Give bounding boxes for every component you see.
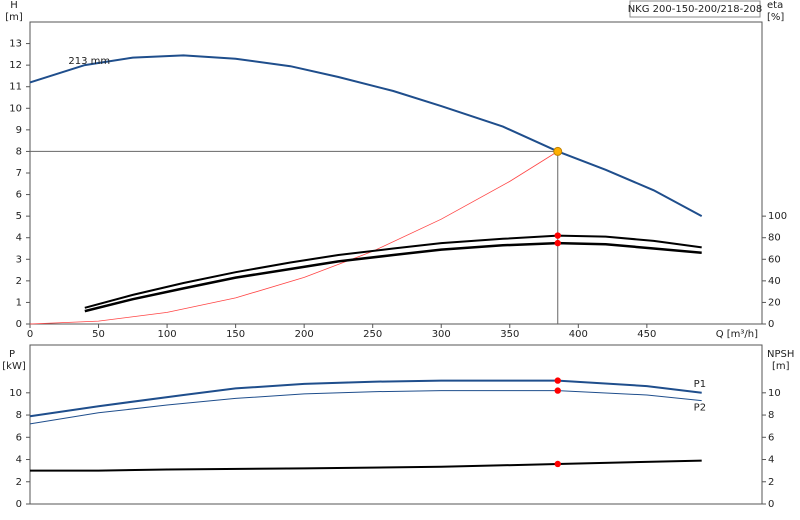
y2-tick-label: 40 <box>768 276 781 287</box>
curve <box>30 459 702 472</box>
y-tick-label: 13 <box>9 39 22 50</box>
y-tick-label: 4 <box>16 455 22 466</box>
y2-tick-label: 0 <box>768 499 774 510</box>
annotation: 213 mm <box>68 56 110 67</box>
title-box <box>629 0 761 18</box>
y-unit: [m] <box>5 12 23 23</box>
y-tick-label: 0 <box>16 499 22 510</box>
y2-label: NPSH <box>767 349 794 360</box>
plot-frame <box>29 344 763 505</box>
x-label: Q [m³/h] <box>716 329 758 340</box>
y-tick-label: 2 <box>16 477 22 488</box>
y-tick-label: 6 <box>16 190 22 201</box>
x-tick-label: 250 <box>363 329 382 340</box>
plot-frame <box>29 21 763 325</box>
y2-unit: [m] <box>772 361 790 372</box>
marker <box>554 377 561 384</box>
curve <box>29 390 702 425</box>
y-tick-label: 0 <box>16 319 22 330</box>
x-tick-label: 450 <box>637 329 656 340</box>
y-tick-label: 1 <box>16 297 22 308</box>
y-tick-label: 7 <box>16 168 22 179</box>
y2-tick-label: 4 <box>768 455 774 466</box>
curve <box>84 234 702 309</box>
y-label: H <box>10 0 18 11</box>
y2-tick-label: 0 <box>768 319 774 330</box>
marker <box>554 460 561 468</box>
x-tick-label: 50 <box>92 329 105 340</box>
chart-title: NKG 200-150-200/218-208 <box>628 4 763 15</box>
y-unit: [kW] <box>2 361 26 372</box>
y2-tick-label: 20 <box>768 297 781 308</box>
x-tick-label: 100 <box>158 329 177 340</box>
y2-tick-label: 60 <box>768 254 781 265</box>
y-tick-label: 9 <box>16 125 22 136</box>
y2-tick-label: 80 <box>768 233 781 244</box>
y2-unit: [%] <box>767 12 784 23</box>
curve <box>84 241 702 313</box>
marker <box>554 232 561 239</box>
y-tick-label: 10 <box>9 103 22 114</box>
y-tick-label: 11 <box>9 82 22 93</box>
x-tick-label: 0 <box>27 329 33 340</box>
y-tick-label: 4 <box>16 233 22 244</box>
y-tick-label: 6 <box>16 432 22 443</box>
y-tick-label: 2 <box>16 276 22 287</box>
curve <box>29 54 703 217</box>
y-tick-label: 5 <box>16 211 22 222</box>
curve <box>29 379 702 418</box>
x-tick-label: 150 <box>226 329 245 340</box>
duty-point <box>553 146 563 156</box>
y-tick-label: 3 <box>16 254 22 265</box>
series-label: P1 <box>694 379 706 390</box>
series-label: P2 <box>694 403 706 414</box>
y-label: P <box>9 349 15 360</box>
y-tick-label: 12 <box>9 60 22 71</box>
y2-tick-label: 2 <box>768 477 774 488</box>
curve <box>29 151 559 325</box>
x-tick-label: 200 <box>295 329 314 340</box>
x-tick-label: 400 <box>569 329 588 340</box>
marker <box>554 387 561 394</box>
y2-tick-label: 100 <box>768 211 787 222</box>
y2-tick-label: 6 <box>768 432 774 443</box>
y2-tick-label: 8 <box>768 410 774 421</box>
y2-label: eta <box>767 0 783 11</box>
y2-tick-label: 10 <box>768 388 781 399</box>
x-tick-label: 300 <box>432 329 451 340</box>
x-tick-label: 350 <box>500 329 519 340</box>
y-tick-label: 10 <box>9 388 22 399</box>
y-tick-label: 8 <box>16 146 22 157</box>
marker <box>554 239 561 247</box>
y-tick-label: 8 <box>16 410 22 421</box>
